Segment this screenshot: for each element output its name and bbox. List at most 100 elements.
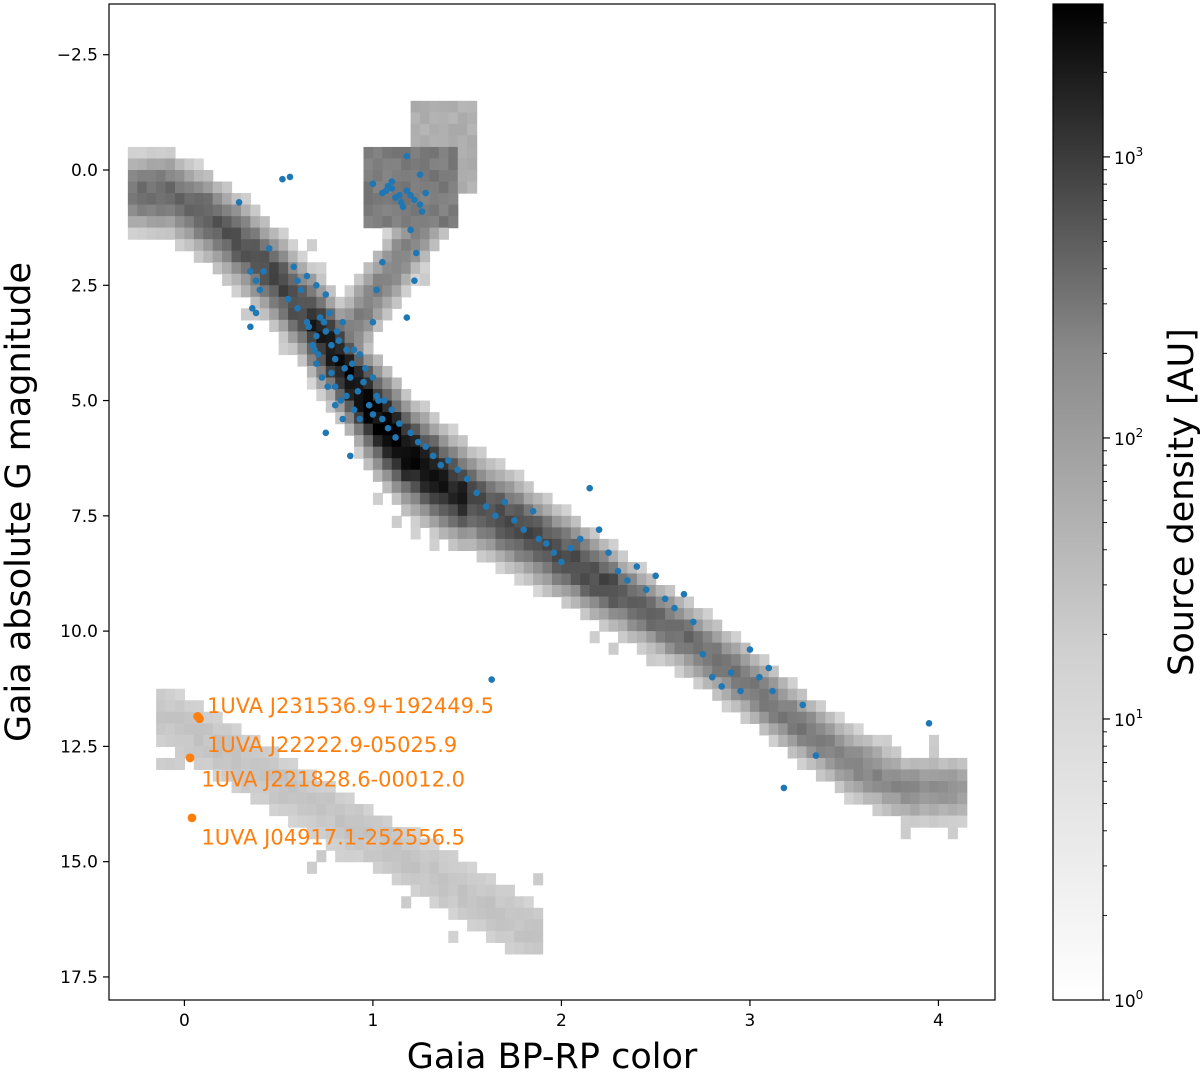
heatmap-cell	[401, 827, 412, 840]
heatmap-cell	[467, 446, 478, 459]
heatmap-cell	[382, 827, 393, 840]
heatmap-cell	[382, 285, 393, 298]
heatmap-cell	[137, 146, 148, 160]
heatmap-cell	[372, 216, 383, 229]
heatmap-cell	[514, 573, 525, 586]
heatmap-cell	[212, 239, 223, 252]
heatmap-cell	[306, 308, 317, 321]
heatmap-cell	[693, 608, 704, 621]
heatmap-cell	[146, 181, 157, 194]
heatmap-cell	[476, 896, 487, 909]
heatmap-cell	[193, 193, 204, 206]
heatmap-cell	[240, 757, 251, 771]
heatmap-cell	[429, 204, 440, 217]
heatmap-cell	[344, 792, 355, 805]
heatmap-cell	[438, 504, 449, 517]
heatmap-cell	[881, 769, 892, 782]
heatmap-cell	[212, 193, 223, 206]
heatmap-cell	[306, 780, 317, 794]
heatmap-cell	[363, 412, 374, 425]
heatmap-cell	[127, 158, 138, 171]
data-point	[718, 683, 725, 690]
heatmap-cell	[401, 216, 412, 229]
heatmap-cell	[297, 804, 308, 817]
heatmap-cell	[137, 158, 148, 171]
data-point	[411, 277, 418, 284]
heatmap-cell	[900, 827, 911, 840]
heatmap-cell	[420, 435, 431, 448]
heatmap-cell	[240, 308, 251, 321]
heatmap-cell	[222, 204, 233, 217]
heatmap-cell	[391, 435, 402, 448]
data-point	[322, 429, 330, 437]
heatmap-cell	[391, 262, 402, 275]
heatmap-cell	[580, 538, 591, 552]
heatmap-cell	[702, 677, 713, 690]
heatmap-cell	[193, 746, 204, 759]
heatmap-cell	[354, 319, 365, 332]
data-point	[260, 268, 267, 275]
data-point	[314, 351, 322, 358]
heatmap-cell	[269, 792, 280, 805]
heatmap-cell	[335, 319, 346, 332]
data-point	[799, 701, 807, 709]
heatmap-cell	[410, 873, 421, 886]
heatmap-cell	[891, 746, 902, 759]
heatmap-cell	[429, 239, 440, 252]
data-point	[362, 364, 369, 372]
heatmap-cell	[429, 435, 440, 448]
heatmap-cell	[542, 561, 553, 575]
data-point	[746, 646, 754, 653]
heatmap-cell	[354, 804, 365, 817]
heatmap-cell	[382, 850, 393, 863]
heatmap-cell	[363, 331, 374, 344]
heatmap-cell	[288, 331, 299, 344]
heatmap-cell	[589, 631, 600, 644]
heatmap-cell	[288, 780, 299, 794]
heatmap-cell	[853, 757, 864, 771]
heatmap-cell	[222, 227, 233, 240]
heatmap-cell	[740, 688, 751, 701]
heatmap-cell	[448, 907, 459, 920]
heatmap-cell	[438, 896, 449, 909]
heatmap-cell	[683, 642, 694, 655]
heatmap-cell	[165, 181, 176, 194]
heatmap-cell	[448, 135, 459, 148]
heatmap-cell	[325, 354, 336, 367]
heatmap-cell	[146, 158, 157, 171]
heatmap-cell	[401, 423, 412, 436]
heatmap-cell	[372, 458, 383, 471]
heatmap-cell	[259, 273, 270, 286]
heatmap-cell	[240, 216, 251, 229]
heatmap-cell	[448, 423, 459, 436]
heatmap-cell	[929, 780, 940, 794]
data-point	[388, 178, 396, 185]
heatmap-cell	[316, 354, 327, 367]
heatmap-cell	[231, 769, 242, 782]
x-tick-label: 3	[745, 1011, 756, 1031]
heatmap-cell	[938, 757, 949, 771]
heatmap-cell	[589, 550, 600, 563]
heatmap-cell	[514, 561, 525, 575]
heatmap-cell	[721, 688, 732, 701]
heatmap-cell	[325, 331, 336, 344]
heatmap-cell	[702, 654, 713, 667]
heatmap-cell	[410, 262, 421, 275]
heatmap-cell	[250, 285, 261, 298]
heatmap-cell	[344, 296, 355, 309]
heatmap-cell	[410, 400, 421, 413]
heatmap-cell	[863, 792, 874, 805]
heatmap-cell	[448, 515, 459, 528]
heatmap-cell	[863, 734, 874, 747]
heatmap-cell	[288, 792, 299, 805]
heatmap-cell	[957, 780, 968, 794]
heatmap-cell	[382, 481, 393, 494]
heatmap-cell	[448, 446, 459, 459]
heatmap-cell	[297, 319, 308, 332]
heatmap-cell	[363, 204, 374, 217]
heatmap-cell	[372, 850, 383, 863]
heatmap-cell	[495, 919, 506, 932]
heatmap-cell	[382, 400, 393, 413]
heatmap-cell	[514, 919, 525, 932]
heatmap-cell	[269, 285, 280, 298]
